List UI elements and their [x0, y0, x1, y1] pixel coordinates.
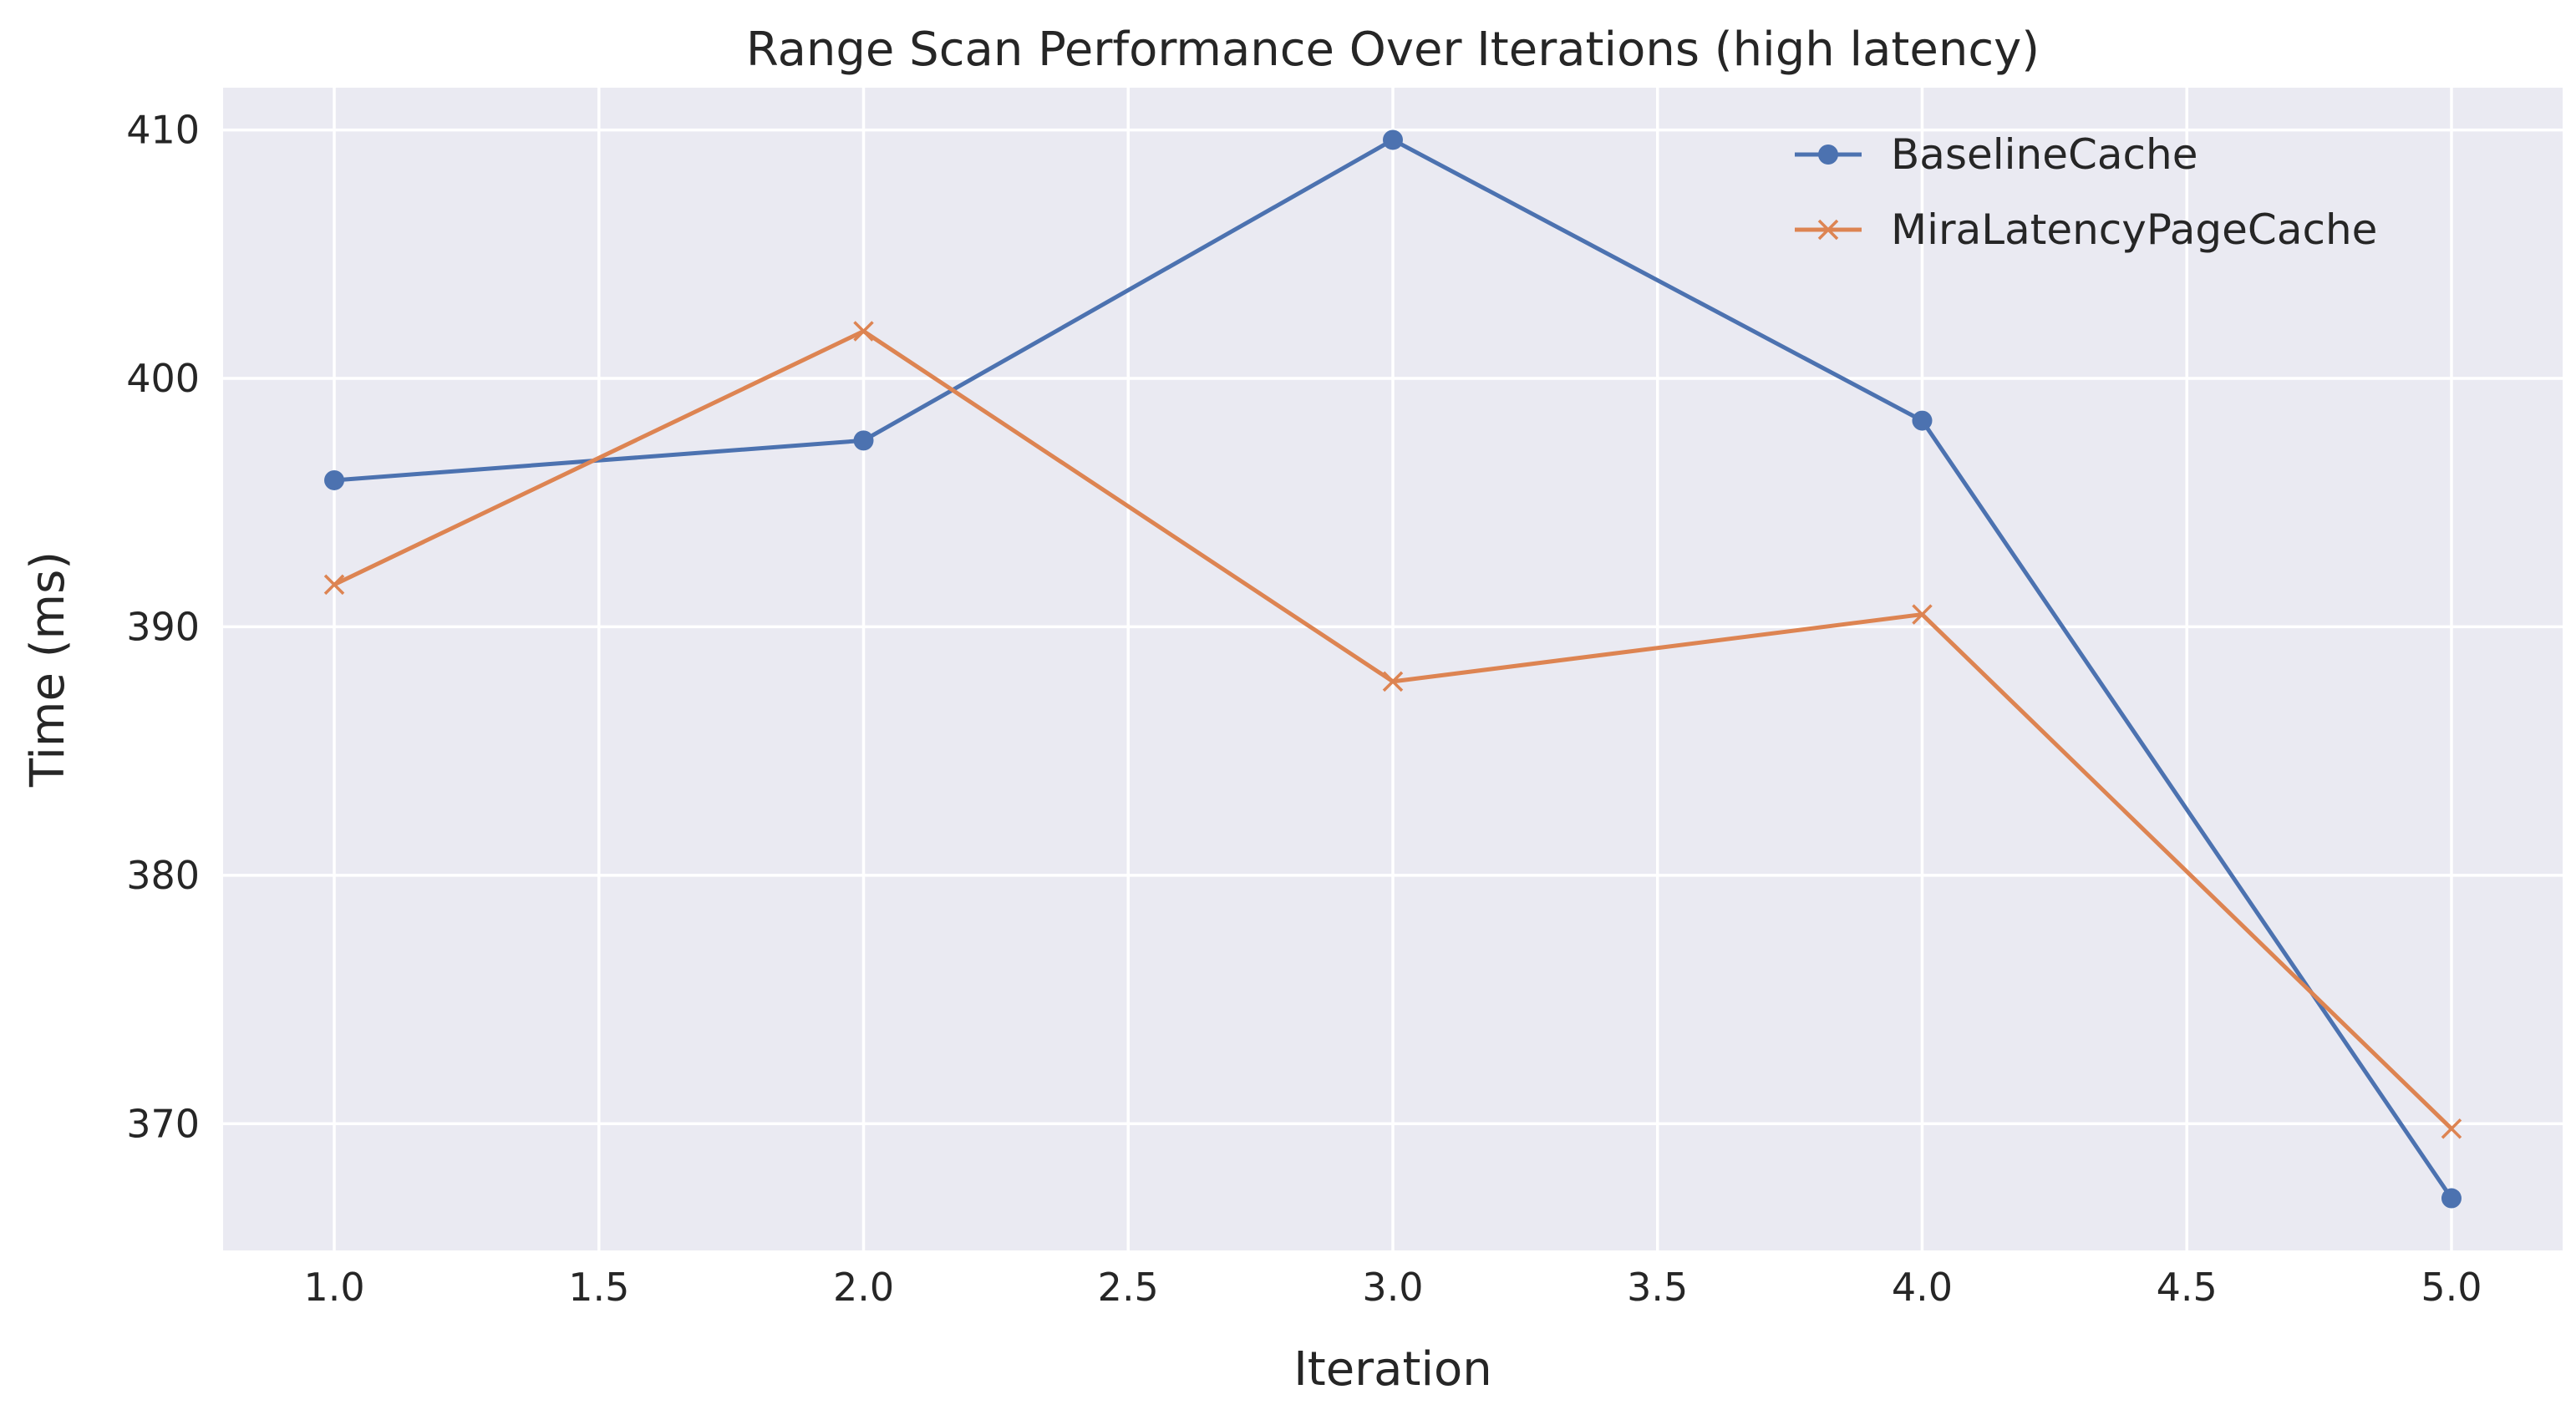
data-point	[1912, 410, 1933, 431]
legend-label: BaselineCache	[1891, 130, 2197, 179]
data-point	[323, 574, 345, 596]
y-tick-label: 400	[126, 356, 200, 401]
data-point	[853, 430, 874, 451]
x-tick-label: 1.0	[303, 1265, 364, 1310]
data-point	[1912, 604, 1933, 625]
data-point-stroke	[853, 321, 874, 342]
legend-label: MiraLatencyPageCache	[1891, 205, 2377, 254]
data-point	[324, 469, 345, 490]
series-0	[324, 129, 2462, 1209]
data-point	[1383, 129, 1403, 150]
data-point	[2441, 1118, 2462, 1139]
x-tick-label: 2.0	[833, 1265, 894, 1310]
x-tick-label: 4.5	[2157, 1265, 2218, 1310]
y-tick-labels: 370 380 390 400 410	[126, 108, 200, 1147]
legend-item: BaselineCache	[1795, 130, 2197, 179]
legend-marker	[1817, 219, 1839, 241]
legend: BaselineCache MiraLatencyPageCache	[1795, 130, 2377, 254]
y-tick-label: 410	[126, 108, 200, 153]
data-point-stroke	[2441, 1118, 2462, 1139]
y-axis-label: Time (ms)	[21, 551, 75, 788]
x-axis-label: Iteration	[1293, 1342, 1492, 1397]
data-point-stroke	[1382, 671, 1404, 692]
y-tick-label: 370	[126, 1101, 200, 1146]
legend-item: MiraLatencyPageCache	[1795, 205, 2377, 254]
x-tick-label: 1.5	[568, 1265, 629, 1310]
y-tick-label: 380	[126, 853, 200, 898]
data-point	[2441, 1188, 2462, 1209]
series-layer	[323, 129, 2462, 1209]
x-tick-label: 3.5	[1627, 1265, 1688, 1310]
x-tick-label: 5.0	[2421, 1265, 2482, 1310]
data-point-stroke	[323, 574, 345, 596]
legend-marker-stroke	[1817, 219, 1839, 241]
x-tick-label: 4.0	[1892, 1265, 1953, 1310]
y-tick-label: 390	[126, 604, 200, 649]
x-tick-label: 3.0	[1362, 1265, 1423, 1310]
x-tick-labels: 1.0 1.5 2.0 2.5 3.0 3.5 4.0 4.5 5.0	[303, 1265, 2482, 1310]
data-point	[1382, 671, 1404, 692]
data-point-stroke	[1912, 604, 1933, 625]
x-tick-label: 2.5	[1098, 1265, 1159, 1310]
chart-title: Range Scan Performance Over Iterations (…	[746, 23, 2040, 77]
data-point	[853, 321, 874, 342]
series-1	[323, 321, 2462, 1139]
legend-marker	[1818, 145, 1838, 165]
